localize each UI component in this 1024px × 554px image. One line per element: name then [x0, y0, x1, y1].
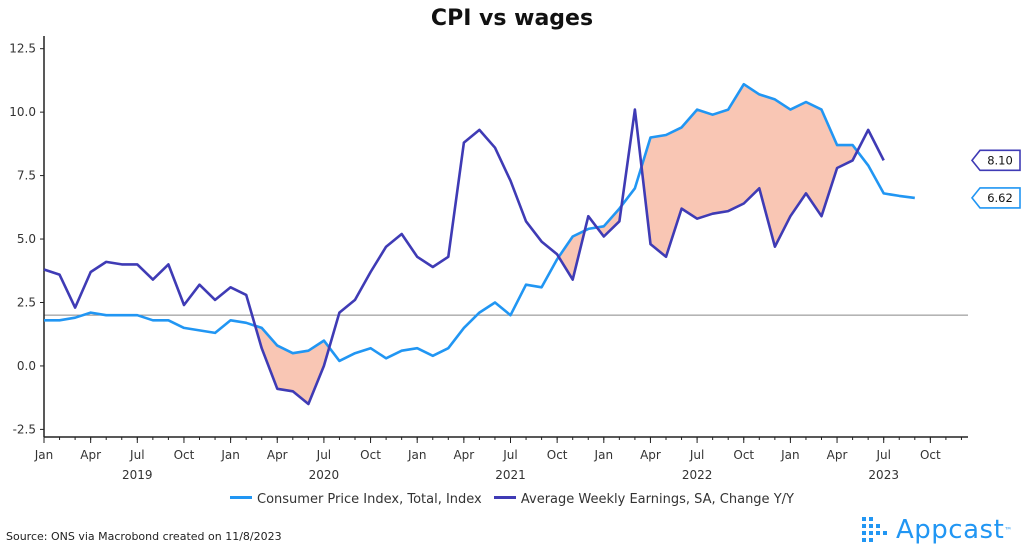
- x-tick-label: Apr: [827, 448, 848, 462]
- x-tick-label: Jan: [34, 448, 54, 462]
- x-tick-label: Apr: [453, 448, 474, 462]
- earnings-last-value-tag: 8.10: [970, 149, 1021, 172]
- tag-box: [970, 187, 1021, 209]
- x-tick-label: Jul: [129, 448, 144, 462]
- appcast-logo: Appcast ™: [862, 512, 1012, 548]
- tag-value: 6.62: [987, 191, 1013, 205]
- x-year-label: 2023: [868, 468, 899, 482]
- legend-swatch-earnings: [493, 496, 516, 499]
- x-year-label: 2021: [495, 468, 526, 482]
- x-tick-label: Jul: [875, 448, 890, 462]
- cpi-series-line: [44, 82, 915, 363]
- x-tick-label: Oct: [174, 448, 195, 462]
- x-tick-label: Oct: [360, 448, 381, 462]
- cpi-last-value-tag: 6.62: [970, 187, 1021, 209]
- last-value-tags: 6.62 8.10: [970, 149, 1021, 209]
- x-tick-label: Apr: [640, 448, 661, 462]
- x-tick-label: Jul: [502, 448, 517, 462]
- legend-label-cpi: Consumer Price Index, Total, Index: [257, 492, 482, 507]
- x-tick-label: Jan: [594, 448, 614, 462]
- legend-item-cpi[interactable]: Consumer Price Index, Total, Index: [230, 492, 482, 507]
- x-tick-label: Jul: [316, 448, 331, 462]
- y-tick-label: 10.0: [9, 105, 36, 119]
- tag-value: 8.10: [987, 153, 1013, 167]
- y-tick-label: 2.5: [17, 295, 36, 309]
- legend: Consumer Price Index, Total, Index Avera…: [0, 492, 1024, 507]
- axes: 12.5 10.0 7.5 5.0 2.5 0.0 -2.5 Jan Apr Jul Oct Jan A…: [9, 36, 968, 482]
- x-tick-label: Apr: [80, 448, 101, 462]
- source-note: Source: ONS via Macrobond created on 11/…: [6, 530, 282, 543]
- series-lines: [43, 82, 915, 406]
- legend-swatch-cpi: [230, 496, 253, 499]
- x-tick-label: Oct: [547, 448, 568, 462]
- x-tick-label: Apr: [267, 448, 288, 462]
- x-year-label: 2022: [682, 468, 713, 482]
- legend-label-earnings: Average Weekly Earnings, SA, Change Y/Y: [520, 492, 794, 507]
- x-tick-label: Oct: [920, 448, 941, 462]
- x-tick-label: Jan: [407, 448, 427, 462]
- x-year-label: 2019: [122, 468, 153, 482]
- tag-box: [970, 149, 1021, 172]
- shaded-gap-area: [255, 84, 858, 404]
- y-tick-label: 12.5: [9, 42, 36, 56]
- x-tick-label: Jan: [780, 448, 800, 462]
- trademark-mark: ™: [1004, 525, 1013, 535]
- shaded-region: [255, 325, 330, 404]
- chart-title: CPI vs wages: [430, 6, 594, 31]
- x-year-label: 2020: [309, 468, 340, 482]
- x-tick-label: Jan: [220, 448, 240, 462]
- x-tick-label: Oct: [733, 448, 754, 462]
- y-tick-label: -2.5: [13, 422, 36, 436]
- y-tick-label: 7.5: [17, 169, 36, 183]
- brand-name: Appcast: [896, 515, 1005, 545]
- shaded-region: [641, 84, 858, 257]
- earnings-series-line: [43, 108, 885, 406]
- appcast-dots-icon: [862, 517, 887, 542]
- y-tick-label: 0.0: [17, 359, 36, 373]
- x-tick-label: Jul: [689, 448, 704, 462]
- y-tick-label: 5.0: [17, 232, 36, 246]
- legend-item-earnings[interactable]: Average Weekly Earnings, SA, Change Y/Y: [493, 492, 794, 507]
